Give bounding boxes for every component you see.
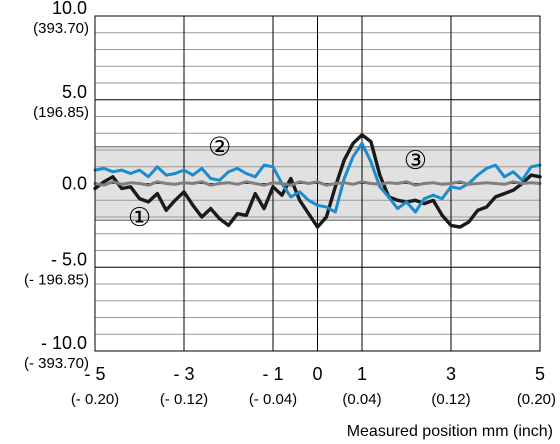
x-tick-sublabel: (0.12) — [431, 391, 470, 408]
x-tick-sublabel: (- 0.20) — [71, 391, 119, 408]
series-marker-label: ② — [208, 132, 231, 162]
x-tick-label: - 5 — [84, 364, 105, 384]
y-tick-label: - 10.0 — [41, 333, 87, 353]
x-tick-label: - 1 — [262, 364, 283, 384]
y-tick-sublabel: (- 393.70) — [24, 355, 89, 372]
x-axis-title: Measured position mm (inch) — [347, 423, 553, 440]
series-line-3 — [93, 180, 542, 187]
annotation-layer: ① ② ③ — [128, 132, 427, 232]
plot-frame — [94, 15, 541, 352]
y-tick-sublabel: (- 196.85) — [24, 271, 89, 288]
y-tick-sublabel: (393.70) — [33, 20, 89, 37]
x-tick-label: 1 — [357, 364, 367, 384]
x-tick-label: 0 — [312, 364, 322, 384]
series-layer — [93, 133, 542, 229]
x-tick-label: 3 — [446, 364, 456, 384]
y-axis-labels: 10.0 (393.70) 5.0 (196.85) 0.0 - 5.0 (- 196.85… — [24, 0, 89, 372]
y-tick-label: 10.0 — [52, 0, 87, 18]
x-tick-sublabel: (0.20) — [517, 391, 556, 408]
x-tick-label: 5 — [535, 364, 545, 384]
y-tick-label: 5.0 — [62, 82, 87, 102]
series-line-2 — [93, 141, 542, 214]
series-line-1 — [93, 133, 542, 229]
x-tick-sublabel: (- 0.12) — [160, 391, 208, 408]
y-tick-label: - 5.0 — [51, 249, 87, 269]
x-tick-sublabel: (- 0.04) — [249, 391, 297, 408]
x-tick-label: - 3 — [173, 364, 194, 384]
series-marker-label: ③ — [404, 145, 427, 175]
x-tick-sublabel: (0.04) — [342, 391, 381, 408]
series-marker-label: ① — [128, 202, 151, 232]
x-axis-labels: - 5 (- 0.20) - 3 (- 0.12) - 1 (- 0.04) 0 1 (0.04… — [71, 364, 556, 408]
y-tick-label: 0.0 — [62, 174, 87, 194]
y-tick-sublabel: (196.85) — [33, 104, 89, 121]
